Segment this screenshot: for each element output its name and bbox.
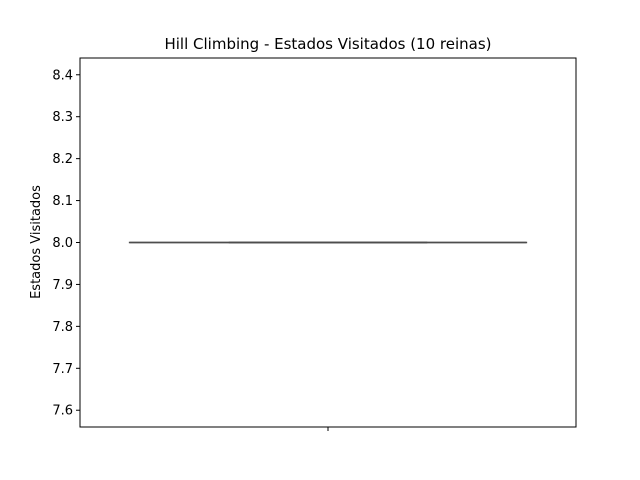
y-tick-label: 7.9: [52, 278, 73, 293]
y-axis-label: Estados Visitados: [29, 185, 44, 299]
y-tick-label: 7.7: [52, 362, 73, 377]
y-tick-label: 8.4: [52, 68, 73, 83]
plot-frame: [79, 57, 577, 428]
y-axis: 7.6 7.7 7.8 7.9 8.0 8.1 8.2 8.3 8.4: [52, 68, 80, 419]
y-tick-label: 8.2: [52, 152, 73, 167]
y-tick-label: 8.1: [52, 194, 73, 209]
y-tick-label: 8.0: [52, 236, 73, 251]
y-tick-label: 8.3: [52, 110, 73, 125]
y-tick-label: 7.6: [52, 404, 73, 419]
y-tick-label: 7.8: [52, 320, 73, 335]
chart-title: Hill Climbing - Estados Visitados (10 re…: [164, 35, 491, 53]
